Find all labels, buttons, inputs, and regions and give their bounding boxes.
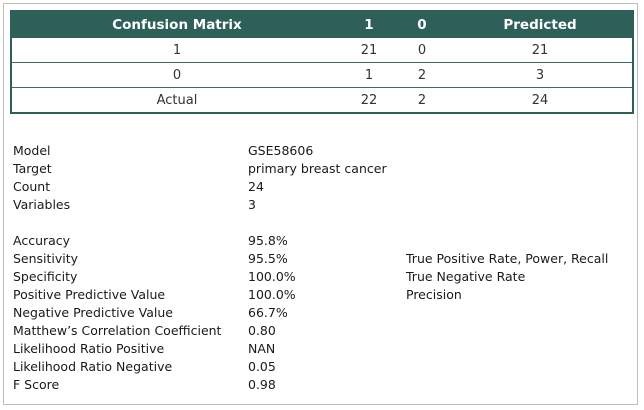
matrix-row-actual-1: 1 21 0 21 (12, 38, 632, 63)
metric-value: 100.0% (248, 269, 296, 284)
metric-label: Likelihood Ratio Negative (13, 359, 173, 374)
matrix-row-actual-0: 0 1 2 3 (12, 63, 632, 88)
info-label: Target (13, 161, 52, 176)
metric-value: 0.05 (248, 359, 276, 374)
row-total: 3 (448, 63, 632, 88)
cell: 1 (342, 63, 396, 88)
column-total: 2 (396, 88, 448, 112)
predicted-total-header: Predicted (448, 12, 632, 38)
metric-value: 66.7% (248, 305, 288, 320)
matrix-header-row: Confusion Matrix 1 0 Predicted (12, 12, 632, 38)
row-label: 0 (12, 63, 342, 88)
predicted-0-header: 0 (396, 12, 448, 38)
metric-label: Positive Predictive Value (13, 287, 166, 302)
info-value: 3 (248, 197, 256, 212)
report-panel: Confusion Matrix 1 0 Predicted 1 21 0 21… (3, 3, 638, 405)
matrix-title: Confusion Matrix (12, 12, 342, 38)
row-total: 21 (448, 38, 632, 63)
metric-label: Likelihood Ratio Positive (13, 341, 165, 356)
info-label: Count (13, 179, 51, 194)
metric-value: 0.98 (248, 377, 276, 392)
metric-label: Matthew’s Correlation Coefficient (13, 323, 222, 338)
grand-total: 24 (448, 88, 632, 112)
cell: 2 (396, 63, 448, 88)
metric-note: True Negative Rate (406, 269, 526, 284)
info-label: Model (13, 143, 51, 158)
metric-label: Accuracy (13, 233, 71, 248)
metric-label: Negative Predictive Value (13, 305, 173, 320)
metric-value: 95.8% (248, 233, 288, 248)
info-value: primary breast cancer (248, 161, 387, 176)
confusion-matrix: Confusion Matrix 1 0 Predicted 1 21 0 21… (10, 10, 634, 114)
metric-value: 100.0% (248, 287, 296, 302)
cell: 0 (396, 38, 448, 63)
row-label: 1 (12, 38, 342, 63)
confusion-matrix-table: Confusion Matrix 1 0 Predicted 1 21 0 21… (12, 12, 632, 112)
metric-label: Specificity (13, 269, 78, 284)
metric-label: Sensitivity (13, 251, 79, 266)
metric-value: 0.80 (248, 323, 276, 338)
matrix-row-actual-total: Actual 22 2 24 (12, 88, 632, 112)
column-total: 22 (342, 88, 396, 112)
row-label: Actual (12, 88, 342, 112)
info-value: 24 (248, 179, 264, 194)
info-value: GSE58606 (248, 143, 314, 158)
cell: 21 (342, 38, 396, 63)
metric-note: Precision (406, 287, 462, 302)
metric-value: 95.5% (248, 251, 288, 266)
predicted-1-header: 1 (342, 12, 396, 38)
metric-note: True Positive Rate, Power, Recall (406, 251, 609, 266)
metric-value: NAN (248, 341, 276, 356)
metric-label: F Score (13, 377, 60, 392)
info-label: Variables (13, 197, 71, 212)
